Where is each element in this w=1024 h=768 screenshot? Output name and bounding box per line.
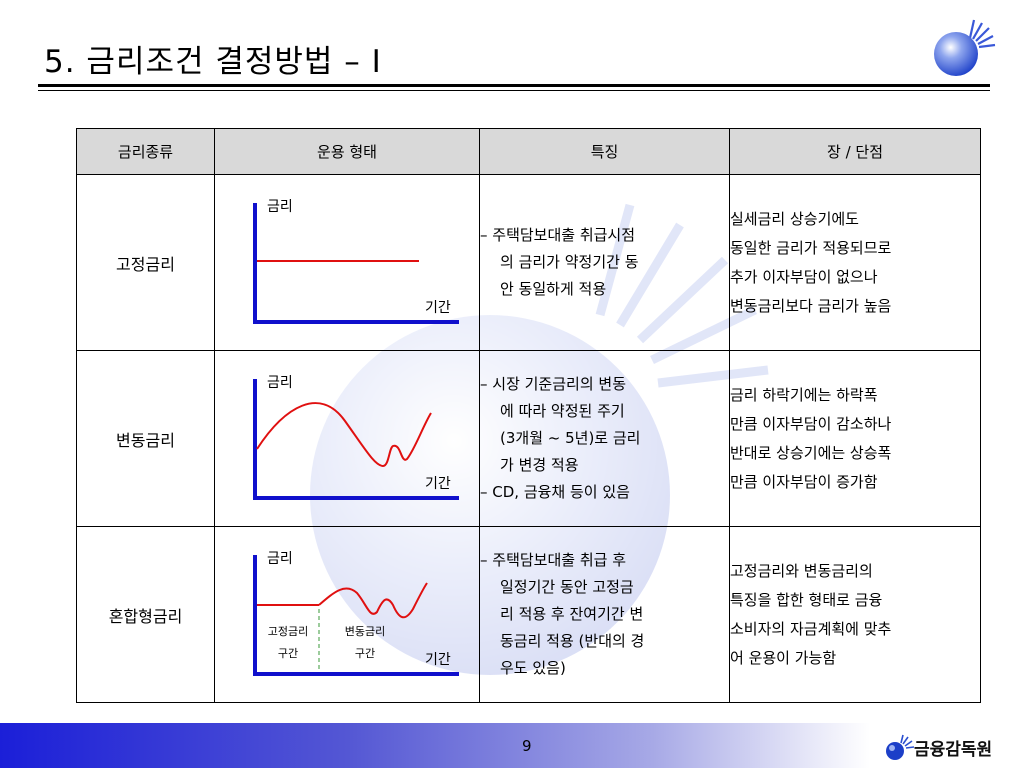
table-header-row: 금리종류 운용 형태 특징 장 / 단점 [76, 128, 981, 175]
pros-cons-variable: 금리 하락기에는 하락폭 만큼 이자부담이 감소하나 반대로 상승기에는 상승폭… [729, 350, 981, 527]
features-variable: – 시장 기준금리의 변동 에 따라 약정된 주기 (3개월 ~ 5년)로 금리… [479, 350, 730, 527]
header-features: 특징 [479, 128, 730, 175]
title-rule-thick [38, 84, 990, 87]
pros-cons-fixed: 실세금리 상승기에도 동일한 금리가 적용되므로 추가 이자부담이 없으나 변동… [729, 174, 981, 351]
table-row-hybrid: 혼합형금리 금리 기간 고정금리 구간 변동금리 구간 – 주택담보대출 취 [76, 526, 981, 703]
header-operation-form: 운용 형태 [214, 128, 480, 175]
pros-cons-line: 반대로 상승기에는 상승폭 [730, 443, 892, 462]
features-hybrid: – 주택담보대출 취급 후 일정기간 동안 고정금 리 적용 후 잔여기간 변 … [479, 526, 730, 703]
feature-line: – 주택담보대출 취급 후 [480, 551, 627, 569]
y-axis-label: 금리 [267, 551, 293, 567]
hybrid-rate-graph: 금리 기간 고정금리 구간 변동금리 구간 [253, 551, 459, 676]
feature-line: 리 적용 후 잔여기간 변 [500, 605, 644, 623]
interest-rate-table: 금리종류 운용 형태 특징 장 / 단점 고정금리 금리 기간 – 주택담보대출… [76, 128, 981, 703]
feature-line: 우도 있음) [500, 659, 566, 677]
page-number: 9 [522, 737, 532, 755]
feature-line: 에 따라 약정된 주기 [500, 402, 625, 420]
hybrid-variable-segment [318, 582, 428, 619]
fixed-segment-label: 구간 [278, 647, 298, 660]
page-title: 5. 금리조건 결정방법 – Ⅰ [44, 44, 382, 80]
feature-line: – 주택담보대출 취급시점 [480, 226, 636, 244]
x-axis-label: 기간 [425, 476, 451, 492]
variable-segment-label: 구간 [355, 647, 375, 660]
pros-cons-line: 변동금리보다 금리가 높음 [730, 296, 892, 315]
feature-line: 동금리 적용 (반대의 경 [500, 632, 645, 650]
variable-rate-curve [256, 402, 432, 468]
logo-sphere-icon [934, 19, 996, 76]
header-rate-type: 금리종류 [76, 128, 215, 175]
feature-line: 가 변경 적용 [500, 456, 579, 474]
feature-line: (3개월 ~ 5년)로 금리 [500, 429, 641, 447]
table-row-fixed: 고정금리 금리 기간 – 주택담보대출 취급시점 의 금리가 약정기간 동 안 … [76, 174, 981, 351]
feature-line: 안 동일하게 적용 [500, 280, 607, 298]
rate-type-hybrid: 혼합형금리 [76, 526, 215, 703]
y-axis-label: 금리 [267, 199, 293, 215]
y-axis-label: 금리 [267, 375, 293, 391]
pros-cons-line: 만큼 이자부담이 증가함 [730, 472, 878, 491]
rate-type-fixed: 고정금리 [76, 174, 215, 351]
pros-cons-line: 추가 이자부담이 없으나 [730, 267, 878, 286]
features-fixed: – 주택담보대출 취급시점 의 금리가 약정기간 동 안 동일하게 적용 [479, 174, 730, 351]
footer-bar [0, 723, 870, 768]
header-pros-cons: 장 / 단점 [729, 128, 981, 175]
pros-cons-line: 고정금리와 변동금리의 [730, 561, 873, 580]
title-rule-thin [38, 90, 990, 91]
brand-logo-icon [886, 734, 914, 760]
variable-segment-label: 변동금리 [345, 625, 385, 638]
pros-cons-line: 동일한 금리가 적용되므로 [730, 238, 892, 257]
rate-type-variable: 변동금리 [76, 350, 215, 527]
pros-cons-line: 만큼 이자부담이 감소하나 [730, 414, 892, 433]
fixed-segment-label: 고정금리 [268, 625, 308, 638]
pros-cons-hybrid: 고정금리와 변동금리의 특징을 합한 형태로 금융 소비자의 자금계획에 맞추 … [729, 526, 981, 703]
x-axis-label: 기간 [425, 300, 451, 316]
feature-line: 일정기간 동안 고정금 [500, 578, 634, 596]
table-row-variable: 변동금리 금리 기간 – 시장 기준금리의 변동 에 따라 약정된 주기 (3개… [76, 350, 981, 527]
pros-cons-line: 어 운용이 가능함 [730, 648, 837, 667]
feature-line: – CD, 금융채 등이 있음 [480, 483, 630, 501]
brand-name: 금융감독원 [914, 740, 993, 760]
fixed-rate-graph: 금리 기간 [253, 199, 459, 324]
graph-cell-fixed: 금리 기간 [214, 174, 480, 351]
pros-cons-line: 실세금리 상승기에도 [730, 209, 859, 228]
feature-line: 의 금리가 약정기간 동 [500, 253, 639, 271]
feature-line: – 시장 기준금리의 변동 [480, 375, 627, 393]
variable-rate-graph: 금리 기간 [253, 375, 459, 500]
x-axis-label: 기간 [425, 652, 451, 668]
graph-cell-hybrid: 금리 기간 고정금리 구간 변동금리 구간 [214, 526, 480, 703]
pros-cons-line: 소비자의 자금계획에 맞추 [730, 619, 892, 638]
graph-cell-variable: 금리 기간 [214, 350, 480, 527]
pros-cons-line: 금리 하락기에는 하락폭 [730, 385, 878, 404]
pros-cons-line: 특징을 합한 형태로 금융 [730, 590, 883, 609]
